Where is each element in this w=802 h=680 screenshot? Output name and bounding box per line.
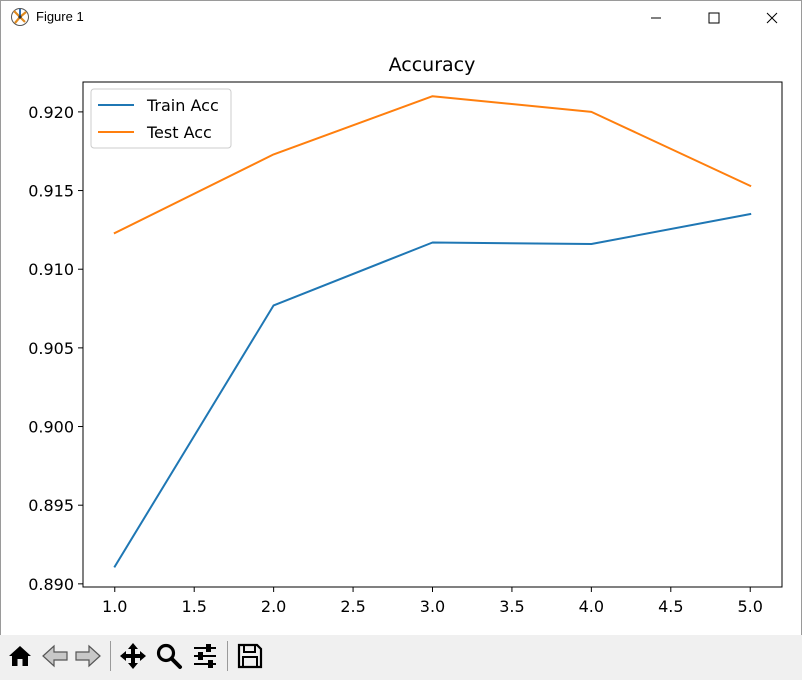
- pan-icon: [120, 643, 146, 669]
- y-tick-label: 0.895: [28, 496, 74, 515]
- x-tick-label: 2.5: [340, 597, 365, 616]
- x-tick-label: 1.0: [102, 597, 127, 616]
- x-tick-label: 1.5: [181, 597, 206, 616]
- home-icon: [9, 646, 31, 666]
- x-tick-label: 4.0: [579, 597, 604, 616]
- legend-label-train-acc: Train Acc: [146, 96, 219, 115]
- window-titlebar: Figure 1: [0, 0, 802, 33]
- minimize-icon: [651, 17, 661, 18]
- legend: Train Acc Test Acc: [90, 88, 232, 149]
- x-tick-label: 3.5: [499, 597, 524, 616]
- series-line-train-acc: [113, 212, 752, 568]
- minimize-button[interactable]: [627, 1, 685, 34]
- series-line-test-acc: [113, 95, 752, 235]
- chart-title: Accuracy: [389, 54, 476, 76]
- forward-button[interactable]: [71, 639, 105, 673]
- y-tick-label: 0.900: [28, 418, 74, 437]
- x-axis: 1.0 1.5 2.0 2.5 3.0 3.5 4.0 4.5 5.0: [102, 587, 763, 616]
- y-tick-label: 0.920: [28, 103, 74, 122]
- x-tick-label: 2.0: [261, 597, 286, 616]
- close-button[interactable]: [743, 1, 801, 34]
- x-tick-label: 5.0: [738, 597, 763, 616]
- maximize-icon: [708, 12, 720, 23]
- window-title: Figure 1: [36, 9, 84, 24]
- navigation-toolbar: [0, 635, 802, 680]
- series-lines: [113, 95, 752, 568]
- legend-box: [90, 88, 232, 149]
- y-tick-label: 0.890: [28, 575, 74, 594]
- legend-label-test-acc: Test Acc: [146, 123, 212, 142]
- close-icon: [766, 12, 778, 23]
- accuracy-chart: Accuracy 0.8900.8950.9000.9050.9100.9150…: [28, 54, 783, 616]
- y-tick-label: 0.915: [28, 182, 74, 201]
- zoom-button[interactable]: [152, 639, 186, 673]
- plot-frame: [82, 81, 783, 588]
- back-button[interactable]: [38, 639, 72, 673]
- y-tick-label: 0.905: [28, 339, 74, 358]
- y-tick-label: 0.910: [28, 260, 74, 279]
- x-tick-label: 4.5: [658, 597, 683, 616]
- save-icon: [237, 643, 263, 669]
- configure-subplots-icon: [194, 644, 216, 668]
- configure-subplots-button[interactable]: [188, 639, 222, 673]
- matplotlib-logo-icon: [11, 8, 29, 26]
- toolbar-separator: [227, 641, 228, 671]
- y-axis: 0.890 0.895 0.900 0.905 0.910 0.915 0.920: [28, 103, 83, 594]
- save-button[interactable]: [233, 639, 267, 673]
- x-tick-label: 3.0: [420, 597, 445, 616]
- figure-canvas: Accuracy 0.890 0.895 0.900 0.905 0.910 0.915 0…: [0, 33, 802, 635]
- forward-icon: [75, 644, 101, 668]
- home-button[interactable]: [3, 639, 37, 673]
- zoom-icon: [156, 643, 182, 669]
- toolbar-separator: [110, 641, 111, 671]
- back-icon: [42, 644, 68, 668]
- pan-button[interactable]: [116, 639, 150, 673]
- maximize-button[interactable]: [685, 1, 743, 34]
